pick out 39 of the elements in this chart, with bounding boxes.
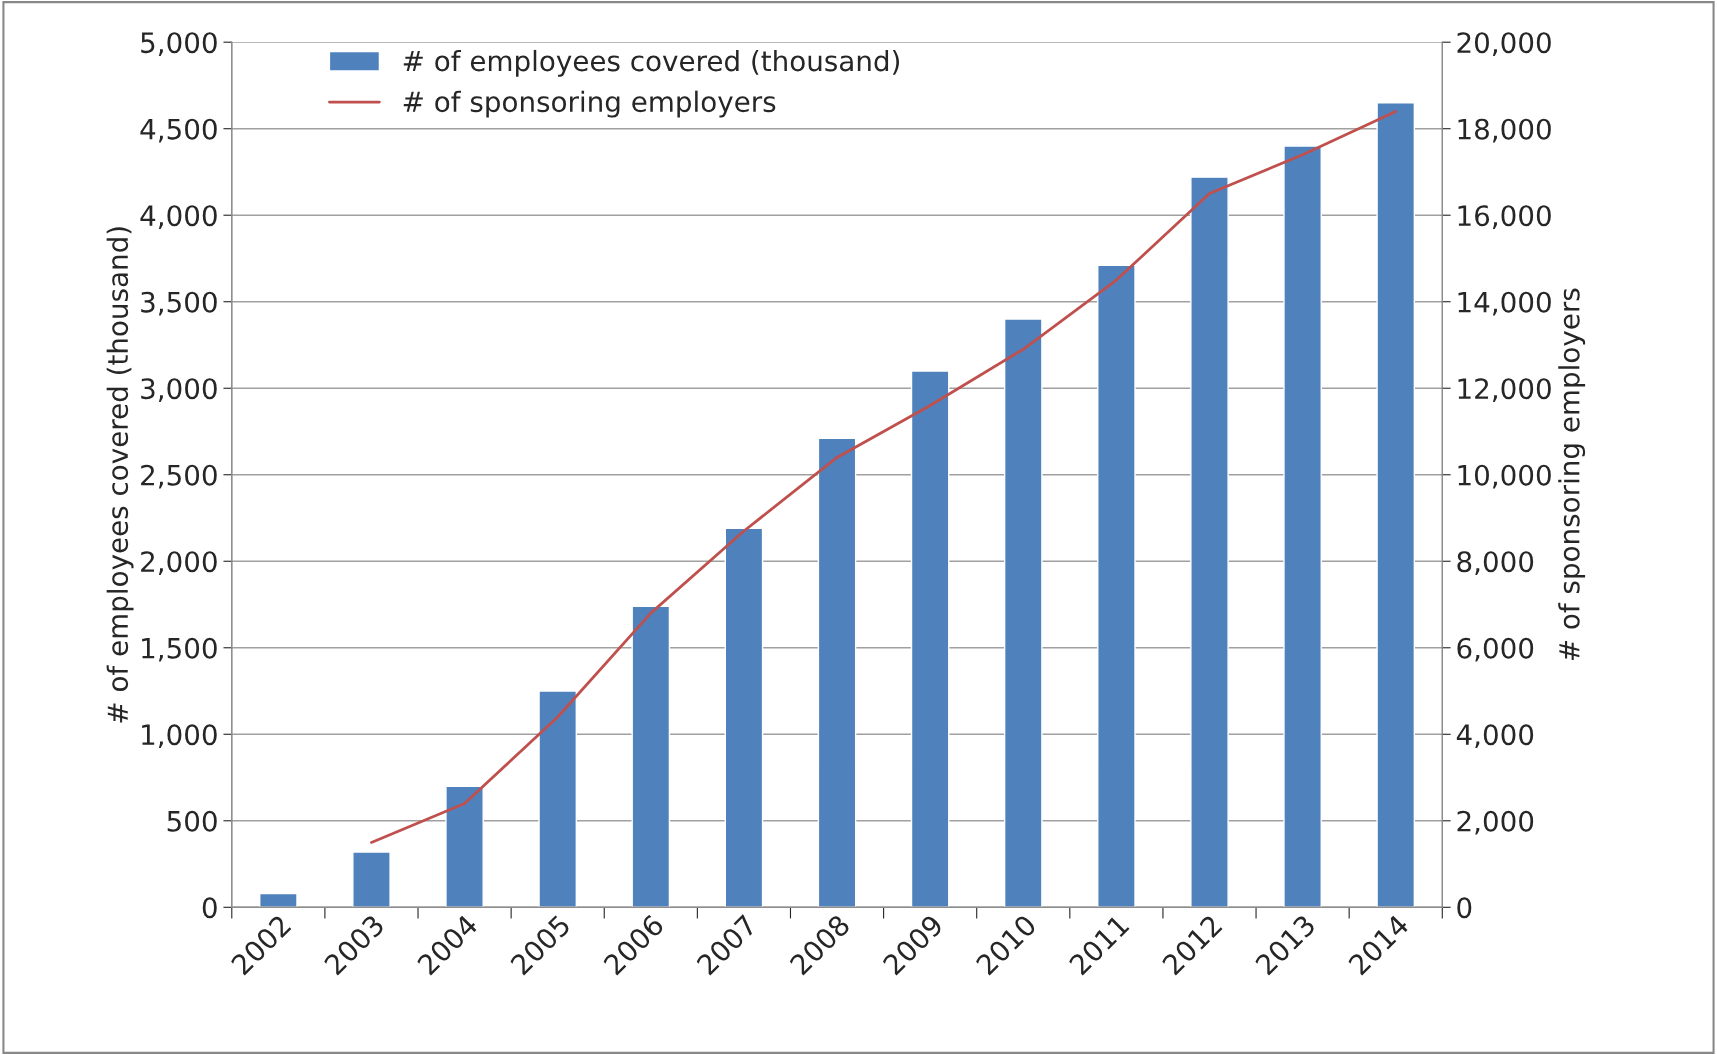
y-tick-label: 4,000 <box>140 205 217 229</box>
y2-tick-label: 8,000 <box>1457 551 1534 576</box>
bar <box>1283 145 1322 908</box>
y-tick-label: 3,500 <box>141 291 217 316</box>
bar <box>1376 102 1416 908</box>
y2-tick-label: 2,000 <box>1457 810 1534 835</box>
y2-tick-label: 20,000 <box>1457 32 1551 56</box>
bar <box>445 785 484 908</box>
bar <box>817 437 857 908</box>
bar <box>259 892 298 908</box>
y-tick-label: 1,500 <box>142 637 217 662</box>
y-tick-label: 5,000 <box>141 32 217 56</box>
y-tick-label: 2,000 <box>141 551 217 576</box>
bar <box>1190 176 1229 908</box>
y2-tick-label: 16,000 <box>1458 205 1551 229</box>
bar <box>910 370 950 908</box>
y2-tick-label: 12,000 <box>1458 378 1551 403</box>
y-tick-label: 2,500 <box>141 464 217 489</box>
bar <box>1097 264 1136 908</box>
y-tick-label: 3,000 <box>141 378 217 403</box>
y2-tick-label: 0 <box>1457 897 1472 919</box>
y-tick-label: 4,500 <box>140 118 217 143</box>
y-tick-label: 500 <box>167 810 217 832</box>
y2-tick-label: 6,000 <box>1457 637 1534 662</box>
bar <box>538 690 578 908</box>
y-tick-label: 1,000 <box>142 724 217 749</box>
y2-tick-label: 10,000 <box>1458 464 1551 489</box>
bar <box>631 605 671 908</box>
bar <box>352 851 391 908</box>
y2-tick-label: 18,000 <box>1458 118 1551 143</box>
legend-label: # of sponsoring employers <box>403 90 776 118</box>
legend-label: # of employees covered (thousand) <box>403 49 900 77</box>
y-tick-label: 0 <box>202 897 217 919</box>
bar <box>1003 318 1043 908</box>
bar <box>724 527 764 908</box>
y2-axis-title: # of sponsoring employers <box>1558 288 1586 661</box>
y-axis-title: # of employees covered (thousand) <box>106 227 134 723</box>
y2-tick-label: 14,000 <box>1458 291 1551 316</box>
y2-tick-label: 4,000 <box>1456 724 1534 749</box>
